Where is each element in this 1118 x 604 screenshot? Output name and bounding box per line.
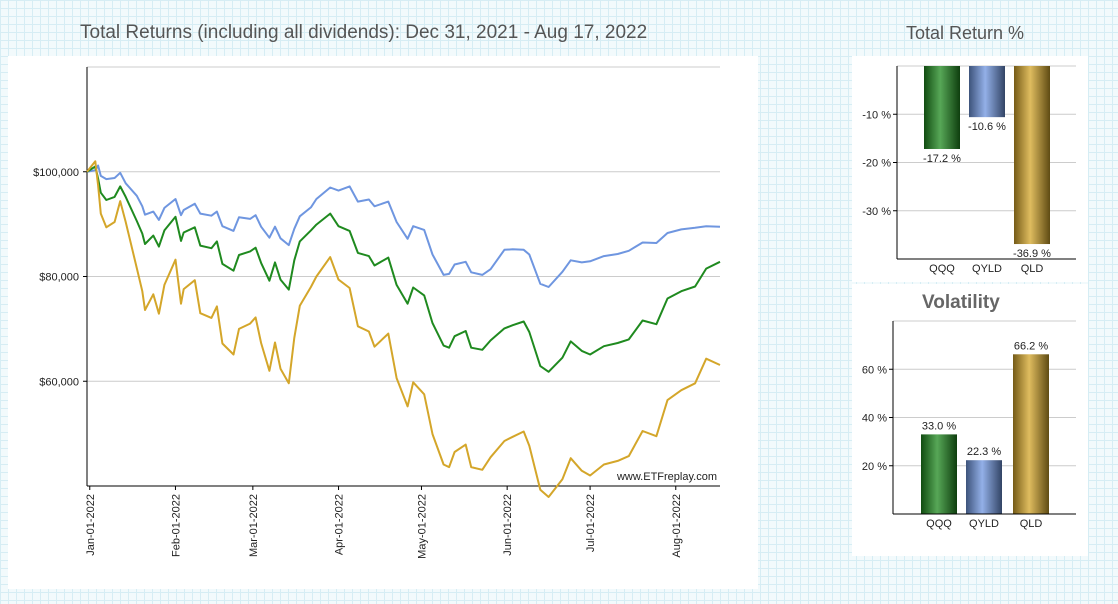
x-tick-label: Jul-01-2022 <box>585 494 597 552</box>
x-tick-label: Mar-01-2022 <box>248 494 260 557</box>
bar-value-label-qld: -36.9 % <box>1013 248 1051 260</box>
category-label-qyld: QYLD <box>972 263 1002 275</box>
y-tick-label: -30 % <box>862 206 891 218</box>
x-tick-label: Apr-01-2022 <box>334 494 346 555</box>
bar-qld <box>1013 354 1049 514</box>
x-tick-label: Feb-01-2022 <box>170 494 182 557</box>
volatility-title: Volatility <box>922 292 1000 313</box>
line-chart-panel <box>8 56 758 589</box>
series-line-qld <box>86 160 721 498</box>
bar-qqq <box>921 434 957 514</box>
y-tick-label: -20 % <box>862 158 891 170</box>
x-tick-label: May-01-2022 <box>416 494 428 559</box>
x-tick-label: Jan-01-2022 <box>85 494 97 556</box>
y-tick-label: 20 % <box>862 461 887 473</box>
y-tick-label: $80,000 <box>39 272 79 284</box>
category-label-qqq: QQQ <box>929 263 955 275</box>
x-tick-label: Aug-01-2022 <box>671 494 683 558</box>
total-return-bar-chart: -10 % -20 % -30 % -17.2 % QQQ -10.6 % QYLD -36.… <box>862 65 1076 275</box>
series-line-qyld <box>86 164 721 288</box>
bar-qld <box>1014 66 1050 245</box>
bar-qyld <box>966 460 1002 514</box>
volatility-bar-chart: 20 % 40 % 60 % 33.0 % QQQ 22.3 % QYLD 66.2 % QLD <box>862 320 1076 530</box>
line-chart: $60,000 $80,000 $100,000 Jan-01-2022 Feb-01-… <box>33 66 721 559</box>
category-label-qld: QLD <box>1021 263 1044 275</box>
main-chart-title: Total Returns (including all dividends):… <box>80 22 648 43</box>
bar-qqq <box>924 66 960 149</box>
bar-value-label-qqq: -17.2 % <box>923 153 961 165</box>
category-label-qyld: QYLD <box>969 518 999 530</box>
bar-value-label-qld: 66.2 % <box>1014 340 1048 352</box>
y-tick-label: 40 % <box>862 413 887 425</box>
y-tick-label: 60 % <box>862 364 887 376</box>
x-tick-label: Jun-01-2022 <box>502 494 514 556</box>
category-label-qld: QLD <box>1020 518 1043 530</box>
series-line-qqq <box>86 165 721 373</box>
y-tick-label: $60,000 <box>39 376 79 388</box>
bar-qyld <box>969 66 1005 118</box>
bar-value-label-qyld: 22.3 % <box>967 446 1001 458</box>
bar-value-label-qqq: 33.0 % <box>922 420 956 432</box>
y-tick-label: -10 % <box>862 109 891 121</box>
watermark: www.ETFreplay.com <box>616 471 717 483</box>
total-return-title: Total Return % <box>906 23 1025 43</box>
category-label-qqq: QQQ <box>926 518 952 530</box>
bar-value-label-qyld: -10.6 % <box>968 121 1006 133</box>
y-tick-label: $100,000 <box>33 167 79 179</box>
